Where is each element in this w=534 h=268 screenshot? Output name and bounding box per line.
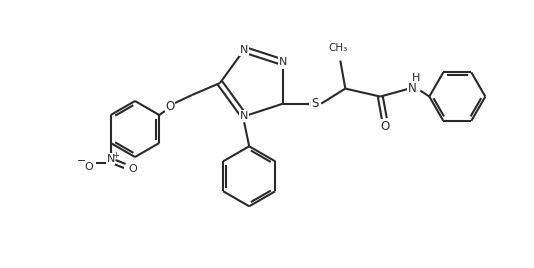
Text: O: O	[166, 100, 175, 114]
Text: O: O	[128, 164, 137, 174]
Text: CH₃: CH₃	[329, 43, 348, 53]
Text: H: H	[412, 73, 420, 83]
Text: O: O	[84, 162, 93, 172]
Text: N: N	[279, 57, 287, 68]
Text: N: N	[408, 82, 417, 95]
Text: N: N	[107, 154, 115, 164]
Text: O: O	[381, 120, 390, 133]
Text: −: −	[77, 156, 87, 166]
Text: +: +	[112, 151, 119, 159]
Text: N: N	[240, 45, 248, 55]
Text: N: N	[240, 111, 248, 121]
Text: S: S	[312, 97, 319, 110]
